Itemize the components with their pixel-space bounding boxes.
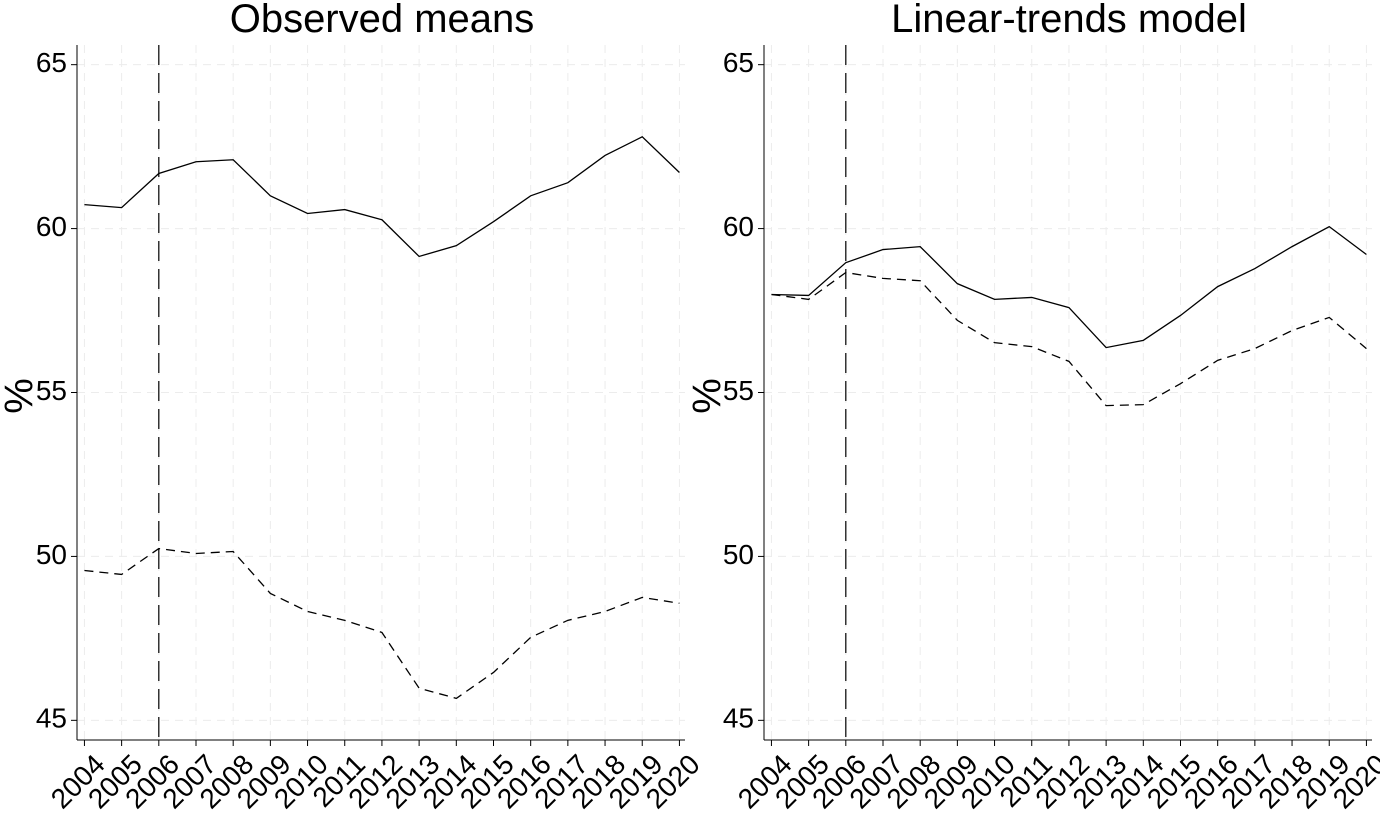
y-tick-label: 50 — [36, 539, 67, 570]
data-line — [84, 136, 680, 258]
y-tick-label: 65 — [723, 47, 754, 78]
y-axis-label: % — [0, 378, 42, 414]
y-tick-label: 65 — [36, 47, 67, 78]
y-axis-label: % — [686, 378, 730, 414]
y-tick-label: 45 — [723, 703, 754, 734]
y-tick-label: 60 — [723, 211, 754, 242]
y-tick-label: 55 — [723, 375, 754, 406]
y-tick-label: 60 — [36, 211, 67, 242]
chart-title: Observed means — [230, 0, 535, 41]
y-tick-label: 55 — [36, 375, 67, 406]
data-line — [84, 547, 680, 700]
y-tick-label: 45 — [36, 703, 67, 734]
data-line — [771, 271, 1367, 407]
y-tick-label: 50 — [723, 539, 754, 570]
chart-title: Linear-trends model — [891, 0, 1247, 41]
data-line — [771, 225, 1367, 349]
